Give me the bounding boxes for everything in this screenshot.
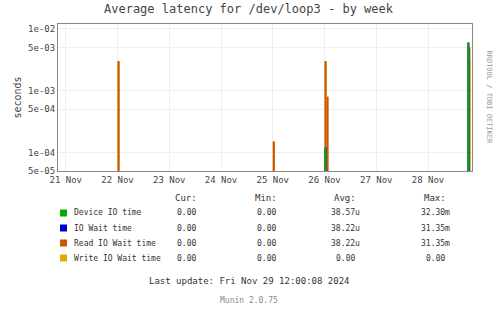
svg-text:23 Nov: 23 Nov [153,175,186,185]
svg-text:Read IO Wait time: Read IO Wait time [74,239,156,248]
svg-text:seconds: seconds [12,76,23,118]
svg-text:5e-05: 5e-05 [28,166,55,176]
svg-text:Device IO time: Device IO time [74,208,142,217]
svg-text:0.00: 0.00 [257,224,276,233]
svg-text:0.00: 0.00 [336,254,355,263]
svg-text:Write IO Wait time: Write IO Wait time [74,254,161,263]
svg-text:31.35m: 31.35m [421,239,450,248]
svg-text:1e-04: 1e-04 [28,148,55,158]
svg-text:0.00: 0.00 [257,254,276,263]
svg-text:0.00: 0.00 [177,239,196,248]
svg-text:Max:: Max: [424,193,446,203]
svg-text:0.00: 0.00 [177,208,196,217]
svg-text:24 Nov: 24 Nov [205,175,238,185]
svg-text:38.57u: 38.57u [331,208,360,217]
svg-text:26 Nov: 26 Nov [308,175,341,185]
svg-text:0.00: 0.00 [426,254,445,263]
svg-text:0.00: 0.00 [177,224,196,233]
svg-text:25 Nov: 25 Nov [257,175,290,185]
svg-text:RRDTOOL / TOBI OETIKER: RRDTOOL / TOBI OETIKER [485,51,493,145]
svg-text:21 Nov: 21 Nov [50,175,83,185]
svg-text:27 Nov: 27 Nov [360,175,393,185]
svg-text:Cur:: Cur: [175,193,197,203]
svg-text:1e-03: 1e-03 [28,86,55,96]
svg-text:38.22u: 38.22u [331,224,360,233]
svg-text:0.00: 0.00 [177,254,196,263]
svg-text:5e-03: 5e-03 [28,43,55,53]
svg-text:0.00: 0.00 [257,239,276,248]
svg-text:31.35m: 31.35m [421,224,450,233]
svg-text:Avg:: Avg: [334,193,356,203]
svg-text:IO Wait time: IO Wait time [74,224,132,233]
svg-text:Average latency for /dev/loop3: Average latency for /dev/loop3 - by week [104,2,394,16]
svg-text:1e-02: 1e-02 [28,24,55,34]
svg-text:0.00: 0.00 [257,208,276,217]
svg-text:5e-04: 5e-04 [28,104,55,114]
svg-text:32.30m: 32.30m [421,208,450,217]
svg-text:38.22u: 38.22u [331,239,360,248]
svg-text:Min:: Min: [255,193,277,203]
svg-text:22 Nov: 22 Nov [101,175,134,185]
svg-text:Last update: Fri Nov 29 12:00:: Last update: Fri Nov 29 12:00:08 2024 [149,276,349,286]
svg-text:Munin 2.0.75: Munin 2.0.75 [220,296,278,305]
svg-text:28 Nov: 28 Nov [412,175,445,185]
